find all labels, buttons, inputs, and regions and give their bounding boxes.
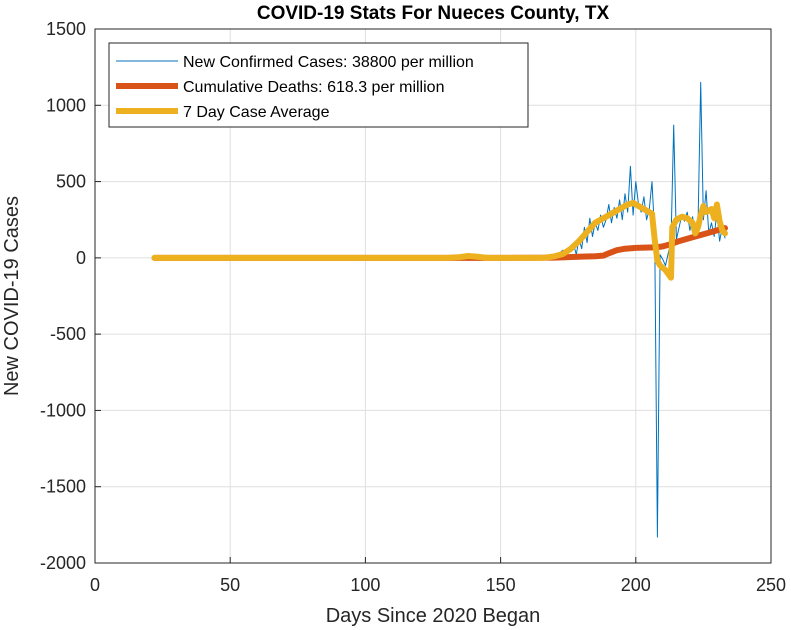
legend-box bbox=[108, 42, 529, 128]
x-tick-label: 100 bbox=[350, 575, 380, 595]
y-tick-label: -1500 bbox=[40, 477, 86, 497]
y-tick-label: 500 bbox=[56, 172, 86, 192]
y-tick-label: 1500 bbox=[46, 19, 86, 39]
y-tick-label: -500 bbox=[50, 324, 86, 344]
y-tick-label: 1000 bbox=[46, 95, 86, 115]
axis-ticks: 0 50 100 150 200 250 -2000 -1500 -1000 -500 0 500 10… bbox=[40, 19, 786, 595]
plot-frame bbox=[94, 28, 772, 564]
chart-title: COVID-19 Stats For Nueces County, TX bbox=[257, 3, 610, 24]
x-tick-label: 50 bbox=[220, 575, 240, 595]
legend: New Confirmed Cases: 38800 per million C… bbox=[108, 42, 529, 128]
series-lines bbox=[151, 81, 728, 538]
legend-label-cumulative-deaths: Cumulative Deaths: 618.3 per million bbox=[183, 79, 444, 96]
y-tick-label: 0 bbox=[76, 248, 86, 268]
legend-label-new-cases: New Confirmed Cases: 38800 per million bbox=[183, 54, 474, 71]
x-tick-label: 250 bbox=[756, 575, 786, 595]
y-axis-title: New COVID-19 Cases bbox=[1, 196, 23, 396]
x-axis-title: Days Since 2020 Began bbox=[326, 605, 541, 627]
series-line-new-cases bbox=[154, 81, 726, 538]
x-tick-label: 200 bbox=[621, 575, 651, 595]
legend-label-7-day-average: 7 Day Case Average bbox=[183, 104, 330, 121]
series-line-7-day-average bbox=[151, 199, 728, 281]
y-tick-label: -1000 bbox=[40, 400, 86, 420]
x-tick-label: 150 bbox=[486, 575, 516, 595]
y-tick-label: -2000 bbox=[40, 553, 86, 573]
x-tick-label: 0 bbox=[90, 575, 100, 595]
